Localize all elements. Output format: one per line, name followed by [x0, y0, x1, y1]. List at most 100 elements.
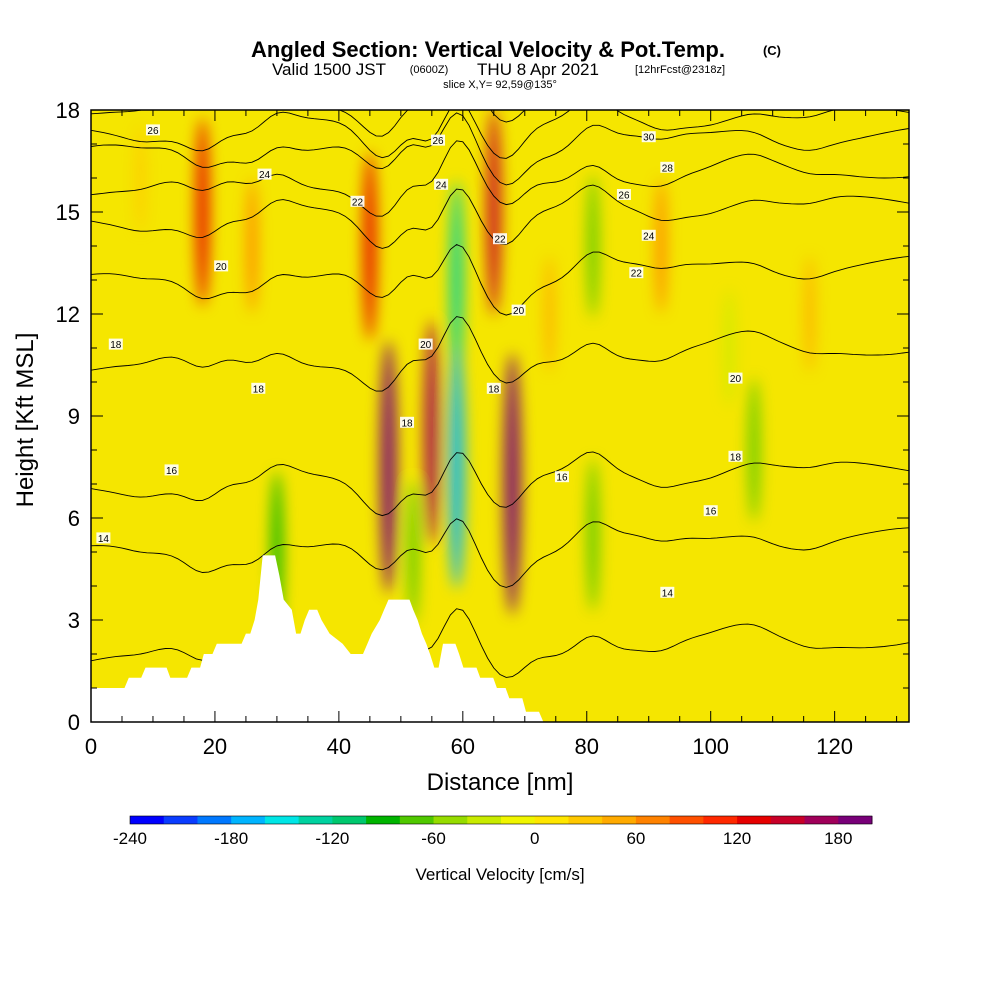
contour-label-text: 18	[253, 384, 265, 395]
contour-label-bg	[108, 338, 123, 350]
contour-label-text: 16	[166, 466, 178, 477]
contour-label-text: 26	[618, 191, 630, 202]
isentrope-18	[91, 316, 909, 392]
contour-label-9: 24	[434, 178, 449, 191]
colorbar-frame	[129, 815, 873, 825]
colorbar-tick-label: 180	[824, 829, 852, 848]
velocity-feature-18	[135, 124, 146, 232]
contour-label-text: 22	[352, 197, 364, 208]
contour-label-text: 16	[556, 473, 568, 484]
contour-label-bg	[257, 168, 272, 180]
valid-date: THU 8 Apr 2021	[477, 60, 599, 79]
contour-label-bg	[616, 189, 631, 200]
contour-label-21: 20	[728, 372, 743, 385]
contour-label-text: 30	[643, 133, 655, 144]
colorbar-swatch	[770, 816, 806, 824]
colorbar-swatch	[838, 816, 873, 824]
colorbar-tick-label: 120	[723, 829, 751, 848]
contour-label-text: 18	[110, 340, 122, 351]
slice-info: slice X,Y= 92,59@135°	[443, 79, 557, 91]
velocity-feature-1	[246, 178, 258, 314]
contour-label-bg	[660, 586, 675, 598]
colorbar-swatch	[568, 816, 603, 824]
valid-time: Valid 1500 JST	[272, 60, 386, 79]
contour-label-18: 26	[616, 189, 631, 202]
x-axis-title: Distance [nm]	[427, 769, 574, 796]
colorbar-tick-label: -240	[113, 829, 147, 848]
contour-label-bg	[641, 229, 656, 241]
contour-label-10: 20	[418, 338, 433, 351]
colorbar-tick-label: 0	[530, 829, 539, 848]
chart-title-group: Angled Section: Vertical Velocity & Pot.…	[251, 37, 781, 91]
contour-label-bg	[629, 267, 644, 279]
colorbar-tick-label: 60	[626, 829, 645, 848]
velocity-feature-3	[362, 151, 377, 341]
terrain	[91, 555, 909, 722]
contour-label-13: 20	[511, 304, 526, 317]
contour-label-20: 22	[629, 267, 644, 280]
contour-label-bg	[728, 450, 743, 462]
contour-label-text: 16	[705, 507, 717, 518]
y-tick-label: 3	[68, 608, 80, 633]
velocity-field	[135, 110, 815, 633]
x-tick-label: 20	[203, 734, 227, 759]
x-tick-label: 120	[816, 734, 853, 759]
velocity-feature-6	[423, 320, 440, 546]
contour-label-0: 26	[145, 124, 160, 137]
y-axis-title: Height [Kft MSL]	[12, 333, 39, 508]
contour-label-23: 16	[703, 505, 718, 518]
contour-label-text: 20	[216, 262, 228, 273]
contour-label-bg	[660, 161, 675, 173]
contour-label-bg	[434, 178, 449, 190]
contour-label-bg	[431, 134, 446, 146]
colorbar-swatch	[501, 816, 536, 824]
colorbar: -240 -180 -120 -60 0 60 120 180	[113, 815, 873, 848]
contour-label-bg	[214, 260, 229, 272]
colorbar-swatch	[163, 816, 198, 824]
colorbar-swatch	[231, 816, 266, 824]
colorbar-swatch	[669, 816, 704, 824]
contour-label-bg	[641, 131, 656, 143]
velocity-feature-15	[724, 289, 735, 407]
contour-label-text: 24	[436, 180, 448, 191]
title-unit: (C)	[763, 43, 781, 58]
y-axis: 0 3 6 9 12 15 18	[56, 98, 909, 735]
colorbar-tick-label: -120	[315, 829, 349, 848]
contour-label-text: 20	[513, 306, 525, 317]
contour-label-17: 28	[660, 161, 675, 174]
x-tick-label: 0	[85, 734, 97, 759]
velocity-feature-10	[503, 353, 522, 615]
y-tick-label: 0	[68, 710, 80, 735]
contour-label-text: 26	[432, 136, 444, 147]
contour-label-text: 28	[662, 163, 674, 174]
x-tick-label: 100	[692, 734, 729, 759]
contour-label-text: 18	[730, 452, 742, 463]
x-tick-label: 40	[327, 734, 351, 759]
contour-label-15: 16	[554, 471, 569, 484]
colorbar-swatch	[602, 816, 637, 824]
isentrope-24	[91, 140, 909, 217]
contour-label-bg	[703, 505, 718, 517]
velocity-feature-11	[544, 255, 555, 373]
contour-label-text: 20	[420, 340, 432, 351]
velocity-feature-9	[486, 110, 502, 316]
contour-label-bg	[400, 416, 415, 428]
contour-label-bg	[145, 124, 160, 136]
contour-label-text: 22	[631, 269, 643, 280]
colorbar-swatch	[298, 816, 333, 824]
y-tick-label: 12	[56, 302, 80, 327]
contour-label-text: 20	[730, 374, 742, 385]
contour-label-24: 14	[660, 586, 675, 599]
contour-label-11: 18	[400, 416, 415, 429]
contour-label-22: 18	[728, 450, 743, 463]
velocity-feature-14	[655, 178, 667, 314]
colorbar-swatch	[433, 816, 468, 824]
velocity-feature-8	[448, 345, 466, 589]
colorbar-swatch	[534, 816, 569, 824]
contour-label-bg	[511, 304, 526, 316]
velocity-feature-17	[804, 255, 815, 373]
contour-label-text: 22	[494, 235, 506, 246]
contour-label-text: 24	[259, 170, 271, 181]
colorbar-swatch	[635, 816, 671, 824]
contour-label-bg	[164, 464, 179, 476]
